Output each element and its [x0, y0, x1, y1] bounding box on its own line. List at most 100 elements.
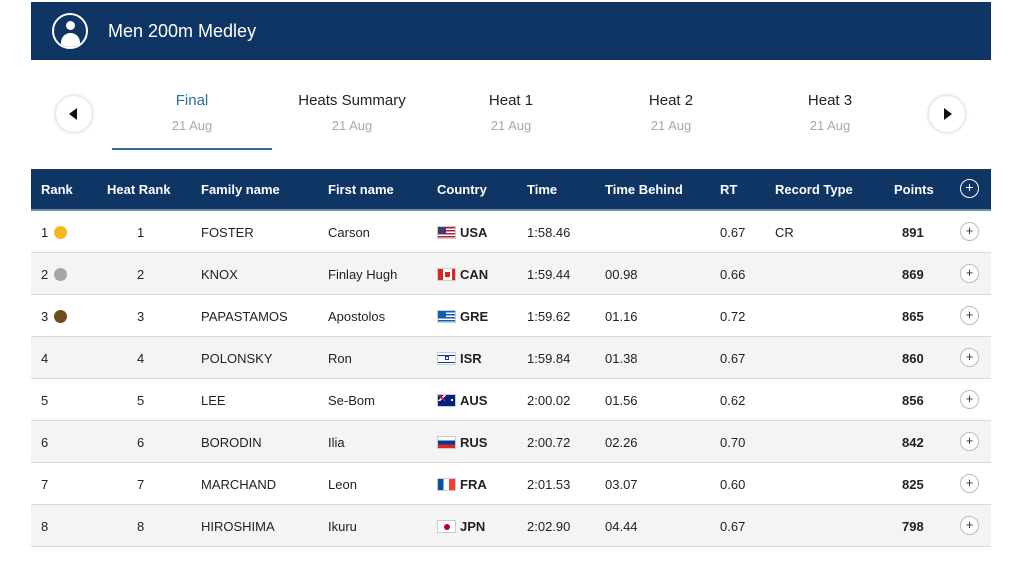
heat-rank: 8: [137, 519, 145, 534]
first-name: Finlay Hugh: [328, 267, 398, 282]
rank: 4: [41, 351, 49, 366]
col-heat-rank: Heat Rank: [107, 182, 171, 197]
australia-flag-icon: [437, 394, 456, 407]
chevron-right-icon: [944, 108, 952, 120]
france-flag-icon: [437, 478, 456, 491]
expand-row-button[interactable]: +: [960, 264, 979, 283]
reaction-time: 0.70: [720, 435, 746, 450]
time-behind: 01.38: [605, 351, 638, 366]
next-arrow-button[interactable]: [929, 96, 965, 132]
country-code: AUS: [460, 393, 488, 408]
tab-heats-summary[interactable]: Heats Summary 21 Aug: [272, 92, 432, 150]
points: 798: [902, 519, 924, 534]
rank: 3: [41, 309, 49, 324]
country-code: CAN: [460, 267, 489, 282]
table-row: 7 7 MARCHAND Leon FRA 2:01.53 03.07 0.60…: [31, 463, 991, 505]
time: 2:01.53: [527, 477, 571, 492]
results-table: Rank Heat Rank Family name First name Co…: [31, 169, 991, 547]
usa-flag-icon: [437, 226, 456, 239]
time-behind: 04.44: [605, 519, 638, 534]
points: 842: [902, 435, 924, 450]
greece-flag-icon: [437, 310, 456, 323]
points: 865: [902, 309, 924, 324]
country-code: RUS: [460, 435, 488, 450]
points: 825: [902, 477, 924, 492]
tab-label: Heat 3: [807, 92, 853, 109]
expand-all-button[interactable]: +: [960, 179, 979, 198]
rank: 2: [41, 267, 49, 282]
expand-row-button[interactable]: +: [960, 474, 979, 493]
col-rank: Rank: [41, 182, 73, 197]
tab-heat-1[interactable]: Heat 1 21 Aug: [431, 92, 591, 150]
time: 2:02.90: [527, 519, 571, 534]
time-behind: 00.98: [605, 267, 638, 282]
table-row: 1 1 FOSTER Carson USA 1:58.46 0.67 CR 89…: [31, 211, 991, 253]
expand-row-button[interactable]: +: [960, 306, 979, 325]
tab-heat-3[interactable]: Heat 3 21 Aug: [750, 92, 910, 150]
time: 1:59.84: [527, 351, 571, 366]
first-name: Carson: [328, 225, 370, 240]
time: 2:00.72: [527, 435, 571, 450]
col-time: Time: [527, 182, 558, 197]
prev-arrow-button[interactable]: [56, 96, 92, 132]
reaction-time: 0.67: [720, 351, 746, 366]
heat-rank: 6: [137, 435, 145, 450]
first-name: Ikuru: [328, 519, 357, 534]
russia-flag-icon: [437, 436, 456, 449]
expand-row-button[interactable]: +: [960, 432, 979, 451]
first-name: Leon: [328, 477, 357, 492]
first-name: Apostolos: [328, 309, 386, 324]
phase-tabs: Final 21 Aug Heats Summary 21 Aug Heat 1…: [31, 68, 991, 158]
gold-medal-icon: [54, 226, 68, 239]
silver-medal-icon: [54, 268, 68, 281]
event-header: Men 200m Medley: [31, 2, 991, 60]
family-name: KNOX: [201, 267, 238, 282]
country-code: ISR: [460, 351, 482, 366]
time-behind: 01.16: [605, 309, 638, 324]
col-time-behind: Time Behind: [605, 182, 683, 197]
table-row: 8 8 HIROSHIMA Ikuru JPN 2:02.90 04.44 0.…: [31, 505, 991, 547]
reaction-time: 0.67: [720, 225, 746, 240]
expand-row-button[interactable]: +: [960, 516, 979, 535]
family-name: LEE: [201, 393, 226, 408]
tab-label: Heat 2: [648, 92, 694, 109]
country-code: FRA: [460, 477, 487, 492]
col-family-name: Family name: [201, 182, 280, 197]
expand-row-button[interactable]: +: [960, 348, 979, 367]
reaction-time: 0.67: [720, 519, 746, 534]
heat-rank: 7: [137, 477, 145, 492]
rank: 6: [41, 435, 49, 450]
col-country: Country: [437, 182, 487, 197]
time: 1:58.46: [527, 225, 571, 240]
time: 1:59.62: [527, 309, 571, 324]
points: 869: [902, 267, 924, 282]
reaction-time: 0.72: [720, 309, 746, 324]
tab-label: Final: [175, 92, 209, 109]
tab-heat-2[interactable]: Heat 2 21 Aug: [591, 92, 751, 150]
time-behind: 02.26: [605, 435, 638, 450]
expand-row-button[interactable]: +: [960, 222, 979, 241]
col-points: Points: [894, 182, 934, 197]
user-icon: [52, 13, 88, 49]
canada-flag-icon: [437, 268, 456, 281]
col-first-name: First name: [328, 182, 394, 197]
rank: 7: [41, 477, 49, 492]
heat-rank: 1: [137, 225, 145, 240]
first-name: Ilia: [328, 435, 345, 450]
rank: 8: [41, 519, 49, 534]
family-name: HIROSHIMA: [201, 519, 275, 534]
family-name: PAPASTAMOS: [201, 309, 288, 324]
event-title: Men 200m Medley: [108, 20, 257, 41]
family-name: BORODIN: [201, 435, 262, 450]
israel-flag-icon: [437, 352, 456, 365]
first-name: Ron: [328, 351, 352, 366]
family-name: MARCHAND: [201, 477, 277, 492]
expand-row-button[interactable]: +: [960, 390, 979, 409]
reaction-time: 0.60: [720, 477, 746, 492]
heat-rank: 5: [137, 393, 145, 408]
tab-label: Heat 1: [488, 92, 534, 109]
tab-date: 21 Aug: [809, 118, 851, 133]
tab-final[interactable]: Final 21 Aug: [112, 92, 272, 150]
table-row: 6 6 BORODIN Ilia RUS 2:00.72 02.26 0.70 …: [31, 421, 991, 463]
heat-rank: 2: [137, 267, 145, 282]
